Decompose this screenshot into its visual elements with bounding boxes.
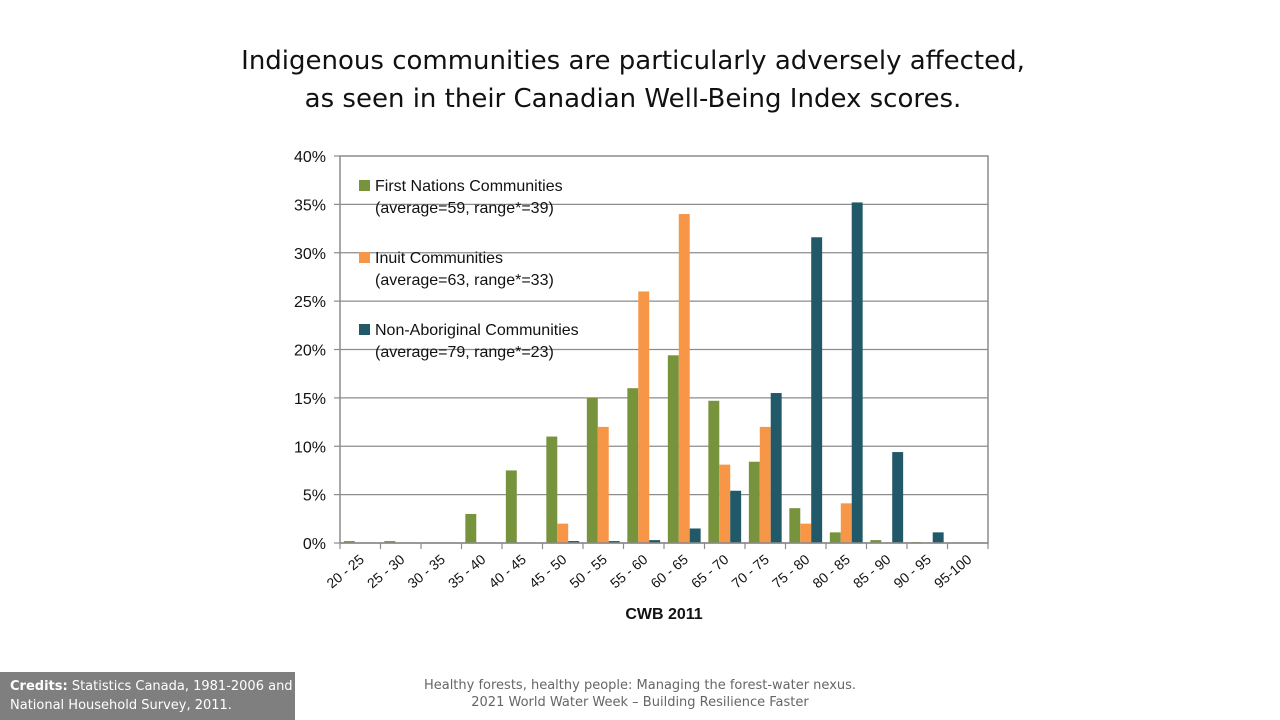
y-tick-label: 5% <box>303 488 326 505</box>
y-tick-label: 30% <box>294 246 326 263</box>
y-tick-label: 35% <box>294 197 326 214</box>
slide-title-line-1: Indigenous communities are particularly … <box>241 46 1025 76</box>
bar <box>892 452 904 543</box>
bar <box>568 541 580 543</box>
bar <box>870 540 882 543</box>
bar <box>708 400 720 543</box>
bar <box>840 503 852 543</box>
gridlines <box>339 155 989 544</box>
bar <box>770 393 782 543</box>
bar <box>627 388 639 543</box>
bar <box>829 532 841 543</box>
bar <box>811 237 823 543</box>
legend-label: Non-Aboriginal Communities <box>375 322 579 339</box>
bar <box>586 397 598 543</box>
x-tick-label: 75 - 80 <box>769 551 813 591</box>
legend-note: (average=63, range*=33) <box>375 272 554 289</box>
legend: First Nations Communities (average=59, ra… <box>359 178 579 361</box>
slide-title: Indigenous communities are particularly … <box>0 42 1266 118</box>
bar <box>546 436 558 543</box>
footer-line-1: Healthy forests, healthy people: Managin… <box>423 678 857 693</box>
x-tick-label: 25 - 30 <box>364 551 408 591</box>
legend-swatch <box>359 252 370 263</box>
x-tick-label: 60 - 65 <box>647 551 691 591</box>
y-tick-label: 10% <box>294 439 326 456</box>
bar <box>384 541 396 543</box>
bar <box>851 202 863 543</box>
y-tick-label: 20% <box>294 343 326 360</box>
slide-title-line-2: as seen in their Canadian Well-Being Ind… <box>304 84 962 114</box>
x-tick-label: 40 - 45 <box>485 551 529 591</box>
legend-label: First Nations Communities <box>375 178 563 195</box>
x-tick-label: 50 - 55 <box>566 551 610 591</box>
bar <box>557 523 569 543</box>
bar <box>678 214 690 544</box>
credits-text-line-1: Statistics Canada, 1981-2006 and <box>67 679 293 694</box>
legend-note: (average=79, range*=23) <box>375 344 554 361</box>
legend-swatch <box>359 324 370 335</box>
bar <box>789 508 801 543</box>
bar <box>343 541 355 543</box>
y-tick-label: 25% <box>294 294 326 311</box>
y-tick-label: 40% <box>294 149 326 166</box>
bar <box>667 355 679 543</box>
x-tick-label: 90 - 95 <box>890 551 934 591</box>
bar <box>689 528 701 543</box>
bar <box>932 532 944 543</box>
x-tick-label: 95-100 <box>931 551 975 591</box>
bar <box>465 513 477 543</box>
bar <box>608 541 620 543</box>
x-tick-label: 65 - 70 <box>688 551 732 591</box>
bar <box>800 523 812 543</box>
bar <box>730 490 742 543</box>
x-tick-label: 85 - 90 <box>850 551 894 591</box>
credits-label: Credits: <box>10 679 68 694</box>
legend-label: Inuit Communities <box>375 250 503 267</box>
x-tick-label: 45 - 50 <box>526 551 570 591</box>
x-tick-label: 30 - 35 <box>404 551 448 591</box>
x-tick-label: 20 - 25 <box>323 551 367 591</box>
credits-text-line-2: National Household Survey, 2011. <box>10 698 232 713</box>
bar <box>597 426 609 543</box>
y-tick-label: 15% <box>294 391 326 408</box>
bars <box>343 202 944 544</box>
y-tick-label: 0% <box>303 536 326 553</box>
legend-note: (average=59, range*=39) <box>375 200 554 217</box>
credits-box: Credits: Statistics Canada, 1981-2006 an… <box>0 672 295 720</box>
bar <box>505 470 517 543</box>
x-tick-label: 70 - 75 <box>728 551 772 591</box>
bar <box>759 426 771 543</box>
legend-swatch <box>359 180 370 191</box>
x-tick-label: 55 - 60 <box>607 551 651 591</box>
bar <box>748 461 760 543</box>
bar <box>719 464 731 543</box>
x-tick-label: 80 - 85 <box>809 551 853 591</box>
x-axis-label: CWB 2011 <box>625 606 702 623</box>
bar <box>638 291 650 543</box>
x-tick-label: 35 - 40 <box>445 551 489 591</box>
bar <box>649 540 661 543</box>
footer: Healthy forests, healthy people: Managin… <box>380 677 900 711</box>
footer-line-2: 2021 World Water Week – Building Resilie… <box>471 695 809 710</box>
